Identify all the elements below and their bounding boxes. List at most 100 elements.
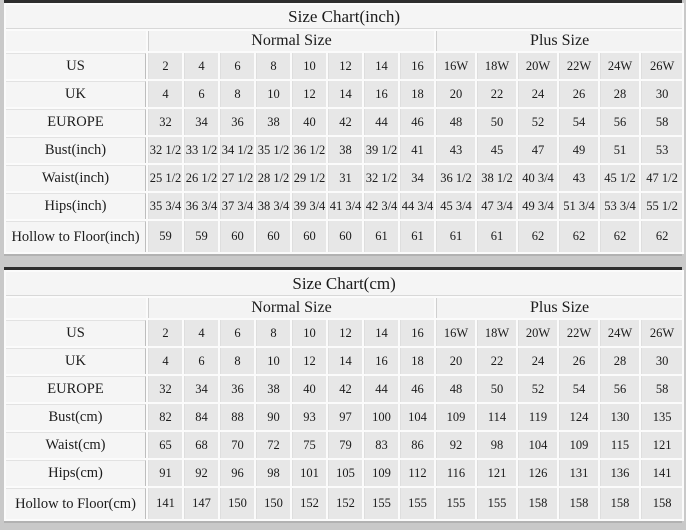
- table-row: Hollow to Floor(inch) 59 59 60 60 60 60 61 61 61 6…: [6, 221, 683, 252]
- size-cell: 49: [559, 137, 598, 163]
- size-cell: 16W: [436, 53, 475, 79]
- size-cell: 45 3/4: [436, 193, 475, 219]
- size-cell: 59: [148, 221, 182, 252]
- size-cell: 24W: [600, 53, 639, 79]
- size-cell: 98: [477, 432, 516, 458]
- size-cell: 32 1/2: [148, 137, 182, 163]
- size-cell: 72: [256, 432, 290, 458]
- size-cell: 33 1/2: [184, 137, 218, 163]
- size-cell: 92: [184, 460, 218, 486]
- size-cell: 20: [436, 348, 475, 374]
- size-cell: 24: [518, 348, 557, 374]
- row-label: US: [6, 53, 146, 79]
- row-label: Hips(inch): [6, 193, 146, 219]
- size-cell: 54: [559, 109, 598, 135]
- size-cell: 32: [148, 109, 182, 135]
- size-cell: 82: [148, 404, 182, 430]
- table-row: US 2 4 6 8 10 12 14 16 16W 18W 20W 22W 24W 26W: [6, 53, 683, 79]
- size-cell: 83: [364, 432, 398, 458]
- size-cell: 61: [477, 221, 516, 252]
- size-cell: 24W: [600, 320, 639, 346]
- size-cell: 46: [400, 376, 434, 402]
- size-cell: 114: [477, 404, 516, 430]
- size-cell: 26: [559, 81, 598, 107]
- table-row: Waist(inch) 25 1/2 26 1/2 27 1/2 28 1/2 29 1/…: [6, 165, 683, 191]
- size-cell: 60: [220, 221, 254, 252]
- size-cell: 49 3/4: [518, 193, 557, 219]
- size-cell: 24: [518, 81, 557, 107]
- size-cell: 38: [328, 137, 362, 163]
- size-cell: 22: [477, 348, 516, 374]
- size-cell: 10: [256, 81, 290, 107]
- row-label: Bust(cm): [6, 404, 146, 430]
- size-cell: 20: [436, 81, 475, 107]
- table-row: US 2 4 6 8 10 12 14 16 16W 18W 20W 22W 24W 26W: [6, 320, 683, 346]
- row-label: EUROPE: [6, 376, 146, 402]
- size-cell: 14: [328, 81, 362, 107]
- table-row: EUROPE 32 34 36 38 40 42 44 46 48 50 52 54 56 58: [6, 376, 683, 402]
- table-title: Size Chart(cm): [6, 272, 683, 296]
- size-cell: 4: [184, 320, 218, 346]
- size-cell: 68: [184, 432, 218, 458]
- size-cell: 4: [148, 81, 182, 107]
- size-cell: 152: [328, 488, 362, 519]
- size-cell: 26: [559, 348, 598, 374]
- size-cell: 41 3/4: [328, 193, 362, 219]
- size-cell: 2: [148, 320, 182, 346]
- size-cell: 41: [400, 137, 434, 163]
- size-cell: 54: [559, 376, 598, 402]
- size-cell: 40 3/4: [518, 165, 557, 191]
- size-cell: 158: [518, 488, 557, 519]
- size-cell: 14: [328, 348, 362, 374]
- size-cell: 35 3/4: [148, 193, 182, 219]
- size-cell: 26W: [641, 320, 683, 346]
- size-cell: 10: [292, 53, 326, 79]
- size-cell: 32 1/2: [364, 165, 398, 191]
- size-cell: 10: [256, 348, 290, 374]
- size-cell: 109: [559, 432, 598, 458]
- size-cell: 121: [477, 460, 516, 486]
- size-cell: 58: [641, 376, 683, 402]
- size-cell: 22W: [559, 320, 598, 346]
- size-cell: 34: [184, 109, 218, 135]
- size-cell: 50: [477, 109, 516, 135]
- size-cell: 62: [600, 221, 639, 252]
- size-cell: 35 1/2: [256, 137, 290, 163]
- size-cell: 61: [400, 221, 434, 252]
- size-cell: 43: [559, 165, 598, 191]
- size-cell: 47 1/2: [641, 165, 683, 191]
- size-cell: 45: [477, 137, 516, 163]
- size-cell: 22W: [559, 53, 598, 79]
- size-cell: 109: [364, 460, 398, 486]
- size-cell: 104: [400, 404, 434, 430]
- size-cell: 97: [328, 404, 362, 430]
- size-cell: 46: [400, 109, 434, 135]
- size-cell: 16: [400, 320, 434, 346]
- size-cell: 18W: [477, 53, 516, 79]
- size-cell: 131: [559, 460, 598, 486]
- size-cell: 6: [220, 53, 254, 79]
- size-cell: 8: [220, 81, 254, 107]
- row-label: Hollow to Floor(cm): [6, 488, 146, 519]
- size-cell: 158: [600, 488, 639, 519]
- size-cell: 98: [256, 460, 290, 486]
- size-cell: 27 1/2: [220, 165, 254, 191]
- size-cell: 92: [436, 432, 475, 458]
- table-row: UK 4 6 8 10 12 14 16 18 20 22 24 26 28 30: [6, 348, 683, 374]
- table-row: UK 4 6 8 10 12 14 16 18 20 22 24 26 28 30: [6, 81, 683, 107]
- size-cell: 10: [292, 320, 326, 346]
- group-header-normal: Normal Size: [148, 31, 434, 51]
- size-cell: 31: [328, 165, 362, 191]
- size-cell: 14: [364, 320, 398, 346]
- size-cell: 4: [148, 348, 182, 374]
- row-label: EUROPE: [6, 109, 146, 135]
- size-cell: 47 3/4: [477, 193, 516, 219]
- size-cell: 56: [600, 376, 639, 402]
- size-cell: 6: [220, 320, 254, 346]
- size-cell: 62: [559, 221, 598, 252]
- size-cell: 38: [256, 376, 290, 402]
- size-cell: 8: [256, 53, 290, 79]
- size-chart-inch: Size Chart(inch) Normal Size Plus Size US 2 4…: [4, 0, 685, 254]
- table-row: Bust(cm) 82 84 88 90 93 97 100 104 109 114 119 124 13…: [6, 404, 683, 430]
